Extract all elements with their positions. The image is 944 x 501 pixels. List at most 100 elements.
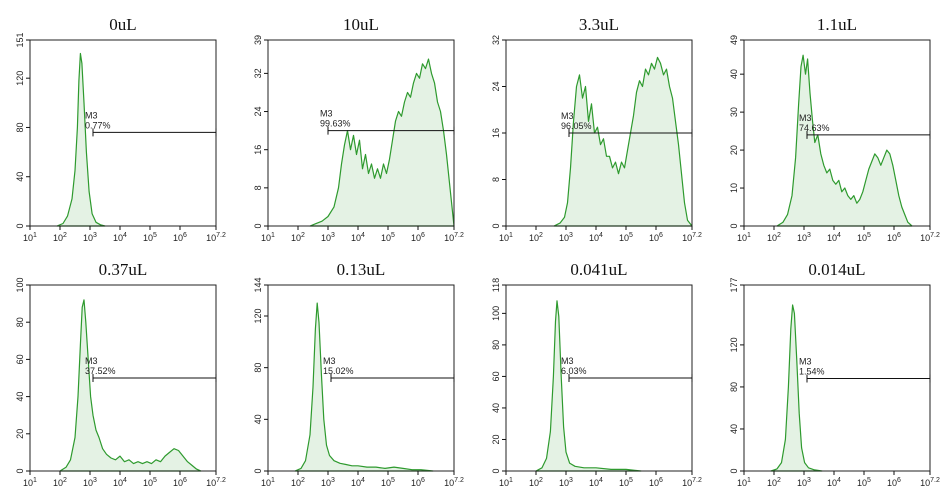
x-tick-label: 106 [173, 477, 187, 488]
histogram-panel: 0.041uL 0 20 40 60 80 100 118 101 102 103 104 105 106… [491, 260, 702, 488]
y-tick-label: 30 [729, 107, 739, 117]
y-tick-label: 40 [729, 424, 739, 434]
y-tick-label: 60 [491, 371, 501, 381]
y-tick-label: 80 [15, 317, 25, 327]
y-tick-label: 40 [15, 172, 25, 182]
y-tick-label: 8 [491, 177, 501, 182]
x-tick-label: 101 [23, 232, 37, 243]
x-tick-label: 105 [857, 477, 871, 488]
x-tick-label: 103 [83, 477, 97, 488]
y-tick-label: 80 [491, 340, 501, 350]
y-tick-label: 0 [15, 223, 25, 228]
y-tick-label: 20 [491, 434, 501, 444]
y-tick-label: 32 [253, 68, 263, 78]
y-tick-label: 0 [253, 223, 263, 228]
histogram-panel: 0.13uL 0 40 80 120 144 101 102 103 104 105 106 107.2… [253, 260, 464, 488]
plot-frame [29, 39, 217, 227]
gate-name: M3 [561, 356, 574, 366]
x-tick-label: 106 [173, 232, 187, 243]
x-tick-label: 104 [113, 232, 127, 243]
x-tick-label: 107.2 [444, 477, 464, 488]
x-tick-label: 103 [83, 232, 97, 243]
x-tick-label: 104 [351, 232, 365, 243]
x-tick-label: 101 [23, 477, 37, 488]
y-tick-label: 100 [491, 306, 501, 321]
x-tick-label: 105 [381, 477, 395, 488]
y-tick-label: 0 [491, 468, 501, 473]
panel-title: 0.014uL [808, 260, 865, 279]
x-tick-label: 106 [649, 232, 663, 243]
x-tick-label: 107.2 [682, 477, 702, 488]
panel-title: 0.041uL [570, 260, 627, 279]
histogram-curve [553, 56, 693, 227]
histogram-curve [59, 299, 202, 472]
histogram-curve [294, 302, 434, 472]
x-tick-label: 105 [619, 477, 633, 488]
x-tick-label: 102 [529, 477, 543, 488]
x-tick-label: 101 [499, 477, 513, 488]
x-tick-label: 104 [113, 477, 127, 488]
gate-marker: M36.03% [561, 356, 693, 382]
x-tick-label: 101 [737, 477, 751, 488]
x-tick-label: 106 [411, 477, 425, 488]
x-tick-label: 104 [351, 477, 365, 488]
x-tick-label: 103 [797, 232, 811, 243]
x-tick-label: 106 [411, 232, 425, 243]
x-tick-label: 107.2 [920, 232, 940, 243]
x-tick-label: 107.2 [206, 232, 226, 243]
panel-title: 10uL [343, 15, 379, 34]
x-tick-label: 104 [589, 477, 603, 488]
y-tick-label: 177 [729, 277, 739, 292]
x-tick-label: 106 [887, 232, 901, 243]
histogram-panel: 0uL 0 40 80 120 151 101 102 103 104 105 106 107.2 M30… [15, 15, 226, 243]
y-tick-label: 80 [729, 382, 739, 392]
y-tick-label: 49 [729, 35, 739, 45]
x-tick-label: 107.2 [444, 232, 464, 243]
gate-percent: 0.77% [85, 120, 111, 130]
x-tick-label: 102 [529, 232, 543, 243]
y-tick-label: 24 [491, 81, 501, 91]
gate-percent: 74.63% [799, 123, 830, 133]
gate-name: M3 [320, 109, 333, 119]
gate-marker: M30.77% [85, 110, 217, 137]
y-tick-label: 40 [491, 403, 501, 413]
y-tick-label: 10 [729, 183, 739, 193]
gate-name: M3 [323, 356, 336, 366]
y-tick-label: 120 [253, 308, 263, 323]
gate-name: M3 [85, 110, 98, 120]
x-tick-label: 101 [499, 232, 513, 243]
gate-name: M3 [561, 111, 574, 121]
y-tick-label: 40 [253, 414, 263, 424]
y-tick-label: 16 [491, 128, 501, 138]
x-tick-label: 101 [737, 232, 751, 243]
gate-marker: M31.54% [799, 357, 931, 383]
x-tick-label: 107.2 [920, 477, 940, 488]
y-tick-label: 8 [253, 185, 263, 190]
gate-percent: 15.02% [323, 366, 354, 376]
y-tick-label: 0 [491, 223, 501, 228]
x-tick-label: 103 [321, 232, 335, 243]
y-tick-label: 24 [253, 107, 263, 117]
panel-title: 0.13uL [337, 260, 386, 279]
panel-title: 0.37uL [99, 260, 148, 279]
plot-frame [743, 284, 931, 472]
y-tick-label: 0 [729, 468, 739, 473]
x-tick-label: 102 [767, 232, 781, 243]
x-tick-label: 103 [797, 477, 811, 488]
gate-percent: 37.52% [85, 366, 116, 376]
x-tick-label: 103 [559, 232, 573, 243]
x-tick-label: 105 [143, 477, 157, 488]
gate-percent: 6.03% [561, 366, 587, 376]
y-tick-label: 40 [729, 69, 739, 79]
panel-title: 0uL [109, 15, 136, 34]
histogram-curve [770, 304, 823, 472]
y-tick-label: 120 [729, 337, 739, 352]
x-tick-label: 102 [291, 232, 305, 243]
y-tick-label: 0 [729, 223, 739, 228]
y-tick-label: 144 [253, 277, 263, 292]
histogram-curve [776, 54, 913, 227]
